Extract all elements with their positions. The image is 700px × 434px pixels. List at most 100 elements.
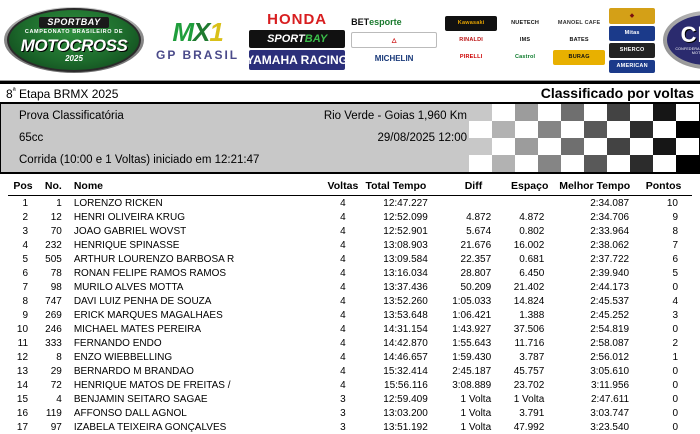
cell-no: 747 bbox=[38, 294, 66, 308]
flag-cell bbox=[607, 138, 630, 155]
cell-no: 333 bbox=[38, 336, 66, 350]
cell-nome: MURILO ALVES MOTTA bbox=[66, 280, 324, 294]
cell-pos: 2 bbox=[8, 210, 38, 224]
cell-nome: HENRIQUE SPINASSÉ bbox=[66, 238, 324, 252]
race-datetime: 29/08/2025 12:00 bbox=[377, 132, 467, 144]
ims-logo: IMS bbox=[499, 33, 551, 48]
rider-name: MICHAEL MATES PEREIRA bbox=[74, 324, 324, 335]
cell-voltas: 4 bbox=[324, 308, 362, 322]
cell-no: 97 bbox=[38, 420, 66, 434]
rider-name: MURILO ALVES MOTTA bbox=[74, 282, 324, 293]
cell-diff: 2:45.187 bbox=[444, 364, 503, 378]
rider-name: HENRI OLIVEIRA KRUG bbox=[74, 212, 324, 223]
cell-pontos: 0 bbox=[643, 378, 692, 392]
cell-diff: 1:43.927 bbox=[444, 322, 503, 336]
cell-diff: 28.807 bbox=[444, 266, 503, 280]
cell-voltas: 4 bbox=[324, 210, 362, 224]
rider-name: RONAN FELIPE RAMOS RAMOS bbox=[74, 268, 324, 279]
cell-pos: 4 bbox=[8, 238, 38, 252]
rider-name: HENRIQUE SPINASSÉ bbox=[74, 240, 324, 251]
championship-sponsor-label: SPORTBAY bbox=[39, 17, 108, 28]
flag-cell bbox=[492, 104, 515, 121]
cell-nome: LORENZO RICKEN bbox=[66, 196, 324, 211]
cell-diff: 1 Volta bbox=[444, 392, 503, 406]
category-name: 65cc bbox=[19, 132, 43, 144]
flag-cell bbox=[469, 138, 492, 155]
championship-logo: SPORTBAY CAMPEONATO BRASILEIRO DE MOTOCR… bbox=[4, 7, 144, 73]
classification-title: Classificado por voltas bbox=[541, 85, 694, 101]
event-title: 8ª Etapa BRMX 2025 bbox=[6, 86, 118, 101]
flag-cell bbox=[653, 121, 676, 138]
yamaha-racing-logo: YAMAHA RACING bbox=[249, 50, 345, 70]
flag-cell bbox=[630, 155, 653, 172]
cell-pontos: 0 bbox=[643, 280, 692, 294]
cell-espaco: 3.787 bbox=[503, 350, 556, 364]
cell-pontos: 1 bbox=[643, 350, 692, 364]
cell-nome: MICHAEL MATES PEREIRA bbox=[66, 322, 324, 336]
cell-no: 70 bbox=[38, 224, 66, 238]
rider-name: BERNARDO M BRANDÃO bbox=[74, 366, 324, 377]
col-header-total: Total Tempo bbox=[362, 180, 444, 196]
flag-cell bbox=[469, 121, 492, 138]
cell-melhor: 2:58.087 bbox=[556, 336, 643, 350]
col-header-pontos: Pontos bbox=[643, 180, 692, 196]
rider-name: ERICK MARQUES MAGALHÃES bbox=[74, 310, 324, 321]
american-logo: AMERICAN bbox=[609, 60, 655, 73]
cell-espaco: 23.702 bbox=[503, 378, 556, 392]
cell-voltas: 4 bbox=[324, 196, 362, 211]
rider-name: JOÃO GABRIEL WOVST bbox=[74, 226, 324, 237]
cell-diff: 50.209 bbox=[444, 280, 503, 294]
championship-title: MOTOCROSS bbox=[21, 37, 128, 54]
cell-diff: 1 Volta bbox=[444, 406, 503, 420]
flag-cell bbox=[538, 121, 561, 138]
cell-pos: 12 bbox=[8, 350, 38, 364]
cell-melhor: 3:03.747 bbox=[556, 406, 643, 420]
flag-cell bbox=[653, 138, 676, 155]
cell-diff: 3:08.889 bbox=[444, 378, 503, 392]
cell-diff: 5.674 bbox=[444, 224, 503, 238]
cell-diff bbox=[444, 196, 503, 211]
cell-nome: BENJAMIN SEITARO SAGAE bbox=[66, 392, 324, 406]
cell-nome: ERICK MARQUES MAGALHÃES bbox=[66, 308, 324, 322]
col-header-pos: Pos bbox=[8, 180, 38, 196]
bates-logo: BATES bbox=[553, 33, 605, 48]
cell-total: 14:46.657 bbox=[362, 350, 444, 364]
cell-voltas: 4 bbox=[324, 378, 362, 392]
cell-nome: JOÃO GABRIEL WOVST bbox=[66, 224, 324, 238]
flag-cell bbox=[676, 155, 699, 172]
flag-cell bbox=[584, 121, 607, 138]
cell-pos: 13 bbox=[8, 364, 38, 378]
flag-cell bbox=[469, 104, 492, 121]
cell-voltas: 3 bbox=[324, 392, 362, 406]
col-header-voltas: Voltas bbox=[324, 180, 362, 196]
mx1-gp-brasil-logo: MX1 GP BRASIL bbox=[156, 19, 239, 61]
results-table: Pos No. Nome Voltas Total Tempo Diff Esp… bbox=[8, 180, 692, 434]
rinaldi-logo: RINALDI bbox=[445, 33, 497, 48]
cell-pontos: 0 bbox=[643, 420, 692, 434]
flag-cell bbox=[561, 121, 584, 138]
cell-melhor: 2:39.940 bbox=[556, 266, 643, 280]
col-header-diff: Diff bbox=[444, 180, 503, 196]
cell-espaco: 47.992 bbox=[503, 420, 556, 434]
cell-diff: 1 Volta bbox=[444, 420, 503, 434]
cell-no: 72 bbox=[38, 378, 66, 392]
gp-brasil-label: GP BRASIL bbox=[156, 49, 239, 61]
cell-pontos: 3 bbox=[643, 308, 692, 322]
